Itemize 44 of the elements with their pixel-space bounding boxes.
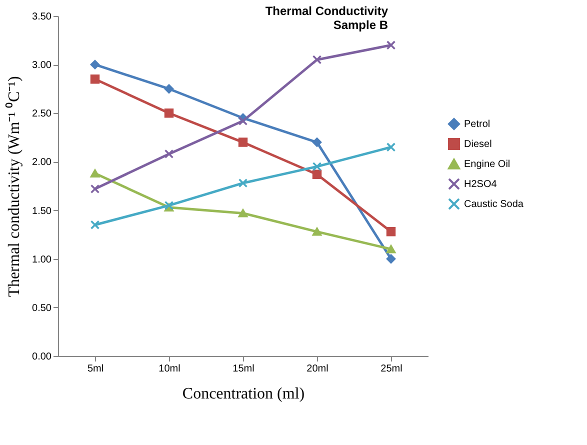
point — [238, 116, 248, 126]
x-tick-label: 20ml — [306, 364, 328, 374]
point — [386, 40, 396, 50]
point — [312, 55, 322, 64]
x-axis-title: Concentration (ml) — [182, 386, 305, 402]
y-tick-label: 0.50 — [32, 302, 52, 314]
y-tick-label: 1.50 — [32, 206, 52, 217]
point — [312, 170, 322, 179]
point — [386, 245, 396, 254]
point — [90, 220, 100, 230]
point — [164, 149, 174, 159]
point — [238, 209, 248, 218]
point — [238, 178, 248, 188]
y-tick-label: 1.00 — [32, 254, 52, 266]
y-axis-title: Thermal conductivity (Wm⁻¹ ⁰C⁻¹) — [5, 76, 24, 297]
y-tick-label: 3.00 — [32, 60, 52, 72]
x-tick-label: 15ml — [232, 364, 254, 374]
point — [90, 184, 100, 194]
text: Sample B — [333, 18, 388, 32]
point — [386, 142, 396, 152]
x-tick-label: 10ml — [158, 364, 180, 374]
point — [90, 74, 100, 84]
y-tick-label: 0.00 — [32, 352, 52, 362]
y-tick-label: 3.50 — [32, 12, 52, 22]
point — [386, 254, 396, 264]
x-tick-label: 5ml — [87, 364, 104, 374]
legend-label: Petrol — [464, 119, 490, 130]
point — [386, 227, 396, 236]
point — [312, 228, 322, 236]
point — [312, 162, 322, 172]
y-tick-label: 2.00 — [32, 157, 52, 168]
legend-label: Diesel — [464, 139, 492, 150]
point — [90, 60, 100, 70]
x-tick-label: 25ml — [380, 364, 402, 374]
legend-label: Engine Oil — [464, 159, 510, 170]
point — [90, 169, 100, 178]
point — [238, 138, 248, 147]
text: Thermal Conductivity — [265, 4, 388, 18]
legend-label: H2SO4 — [464, 179, 498, 190]
point — [164, 84, 174, 94]
point — [164, 108, 174, 118]
y-tick-label: 2.50 — [32, 108, 52, 120]
point — [312, 138, 322, 147]
legend-label: Caustic Soda — [464, 199, 524, 210]
